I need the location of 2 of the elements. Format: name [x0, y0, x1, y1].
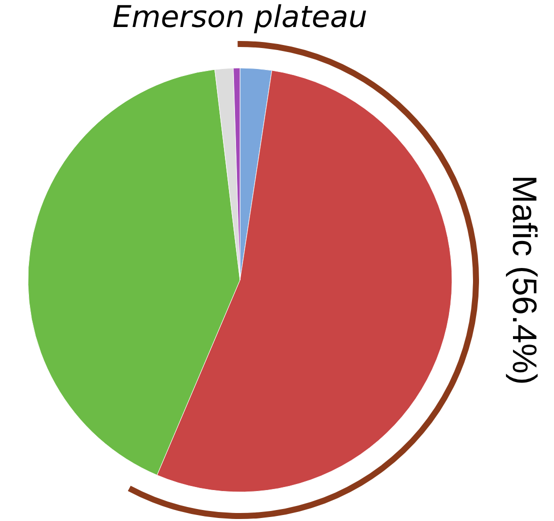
chart-title: Emerson plateau: [112, 0, 368, 35]
text: Mafic (56.4%): [505, 175, 543, 385]
